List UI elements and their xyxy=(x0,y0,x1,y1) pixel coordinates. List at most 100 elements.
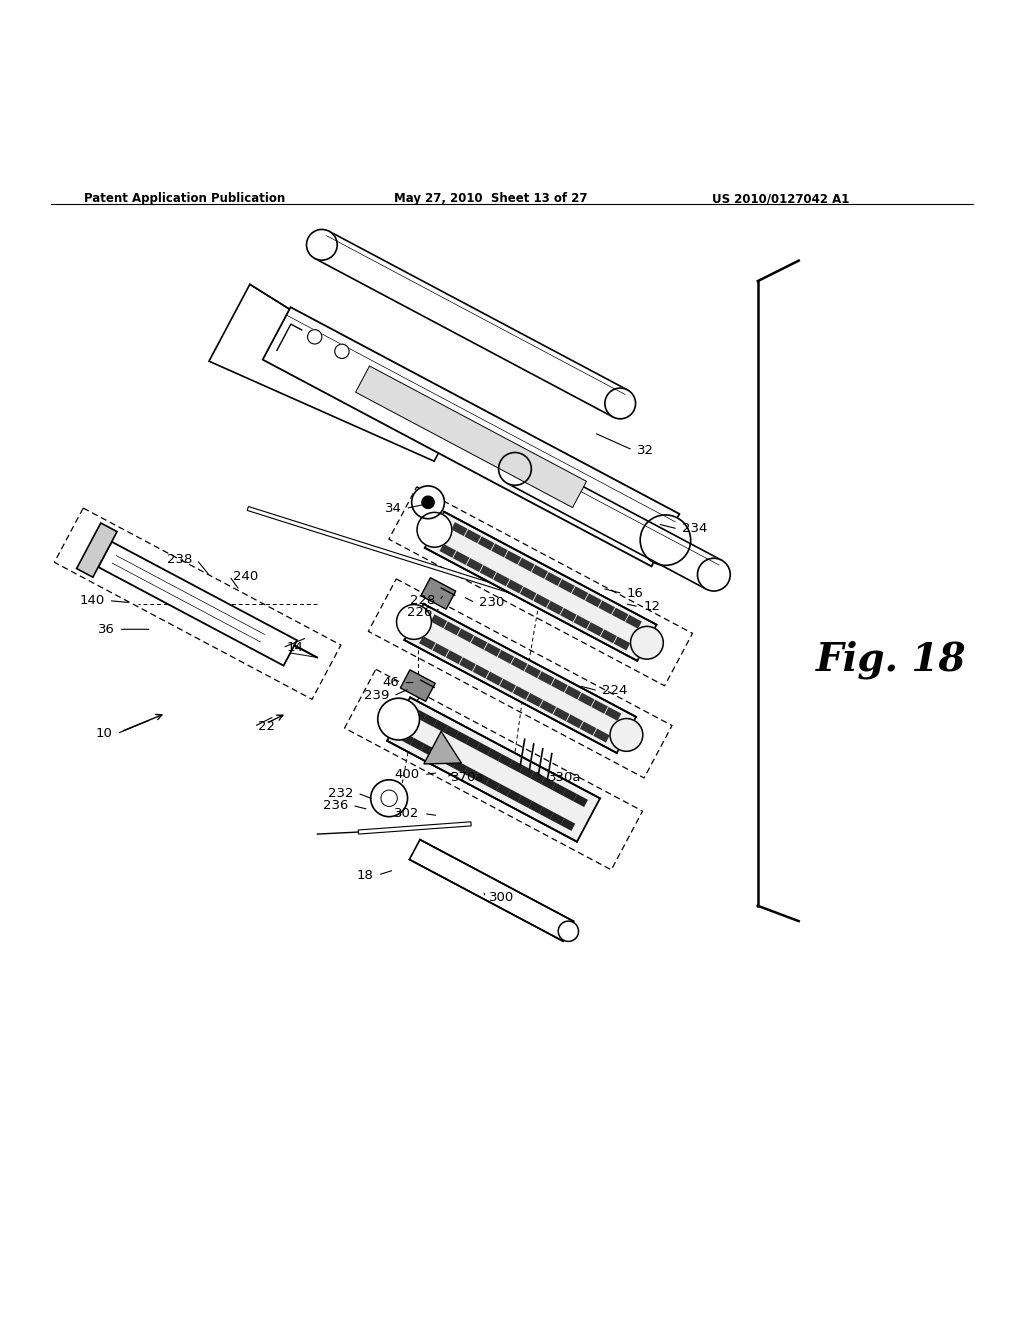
Polygon shape xyxy=(478,536,495,550)
Polygon shape xyxy=(560,818,575,830)
Text: 240: 240 xyxy=(233,569,259,582)
Text: 224: 224 xyxy=(602,684,628,697)
Polygon shape xyxy=(314,231,628,417)
Polygon shape xyxy=(431,750,446,762)
Text: 226: 226 xyxy=(407,606,432,619)
Text: 300: 300 xyxy=(489,891,515,904)
Polygon shape xyxy=(518,558,535,572)
Polygon shape xyxy=(484,643,501,657)
Text: 228: 228 xyxy=(410,594,435,607)
Polygon shape xyxy=(419,636,435,649)
Polygon shape xyxy=(485,777,500,791)
Polygon shape xyxy=(526,693,543,708)
Polygon shape xyxy=(593,729,609,743)
Polygon shape xyxy=(458,628,474,643)
Text: May 27, 2010  Sheet 13 of 27: May 27, 2010 Sheet 13 of 27 xyxy=(394,191,588,205)
Circle shape xyxy=(417,512,452,548)
Text: 16: 16 xyxy=(627,587,643,599)
Polygon shape xyxy=(507,789,521,803)
Polygon shape xyxy=(453,550,469,565)
Polygon shape xyxy=(464,767,478,779)
Polygon shape xyxy=(524,664,541,678)
Polygon shape xyxy=(511,657,527,671)
Circle shape xyxy=(412,486,444,519)
Polygon shape xyxy=(473,664,489,678)
Polygon shape xyxy=(564,685,582,700)
Polygon shape xyxy=(439,544,456,558)
Polygon shape xyxy=(573,615,590,630)
Polygon shape xyxy=(209,284,459,461)
Text: 236: 236 xyxy=(323,799,348,812)
Polygon shape xyxy=(471,636,487,649)
Circle shape xyxy=(378,698,420,741)
Polygon shape xyxy=(424,731,462,764)
Polygon shape xyxy=(540,700,556,714)
Polygon shape xyxy=(600,630,616,643)
Circle shape xyxy=(697,558,730,591)
Polygon shape xyxy=(562,788,578,801)
Circle shape xyxy=(631,627,664,659)
Polygon shape xyxy=(77,523,117,577)
Circle shape xyxy=(306,230,337,260)
Polygon shape xyxy=(410,840,573,941)
Polygon shape xyxy=(547,601,563,615)
Polygon shape xyxy=(421,743,435,756)
Text: 239: 239 xyxy=(364,689,389,702)
Polygon shape xyxy=(404,603,636,752)
Text: 14: 14 xyxy=(287,642,303,655)
Polygon shape xyxy=(566,714,583,729)
Polygon shape xyxy=(494,573,510,586)
Polygon shape xyxy=(492,544,508,557)
Polygon shape xyxy=(433,719,449,733)
Polygon shape xyxy=(571,586,588,601)
Circle shape xyxy=(558,921,579,941)
Polygon shape xyxy=(355,366,587,508)
Text: 234: 234 xyxy=(682,523,708,536)
Polygon shape xyxy=(358,822,471,834)
Circle shape xyxy=(610,718,643,751)
Polygon shape xyxy=(263,308,679,566)
Polygon shape xyxy=(444,726,459,738)
Polygon shape xyxy=(587,622,603,636)
Polygon shape xyxy=(573,795,588,807)
Polygon shape xyxy=(455,731,470,744)
Polygon shape xyxy=(466,558,483,572)
Polygon shape xyxy=(453,760,468,774)
Polygon shape xyxy=(452,523,468,536)
Polygon shape xyxy=(520,586,537,601)
Polygon shape xyxy=(465,529,481,544)
Circle shape xyxy=(422,496,434,508)
Polygon shape xyxy=(552,783,566,796)
Polygon shape xyxy=(479,565,497,579)
Polygon shape xyxy=(612,607,629,622)
Polygon shape xyxy=(399,733,414,744)
Polygon shape xyxy=(487,748,502,762)
Polygon shape xyxy=(538,672,554,685)
Polygon shape xyxy=(400,669,435,701)
Polygon shape xyxy=(445,651,463,664)
Polygon shape xyxy=(387,697,600,842)
Text: Patent Application Publication: Patent Application Publication xyxy=(84,191,286,205)
Polygon shape xyxy=(509,760,523,772)
Polygon shape xyxy=(423,714,437,727)
Polygon shape xyxy=(580,722,596,735)
Polygon shape xyxy=(513,686,529,700)
Polygon shape xyxy=(531,565,548,579)
Circle shape xyxy=(371,780,408,817)
Polygon shape xyxy=(592,700,608,714)
Text: 12: 12 xyxy=(643,601,660,614)
Text: 400: 400 xyxy=(394,768,420,781)
Text: 140: 140 xyxy=(79,594,104,607)
Text: 46: 46 xyxy=(383,676,399,689)
Polygon shape xyxy=(605,708,622,721)
Polygon shape xyxy=(578,693,595,706)
Polygon shape xyxy=(541,777,556,789)
Polygon shape xyxy=(500,678,516,693)
Polygon shape xyxy=(626,615,642,628)
Polygon shape xyxy=(412,709,427,721)
Polygon shape xyxy=(432,643,449,657)
Polygon shape xyxy=(466,737,480,750)
Polygon shape xyxy=(545,572,561,586)
Polygon shape xyxy=(528,801,543,813)
Circle shape xyxy=(605,388,636,418)
